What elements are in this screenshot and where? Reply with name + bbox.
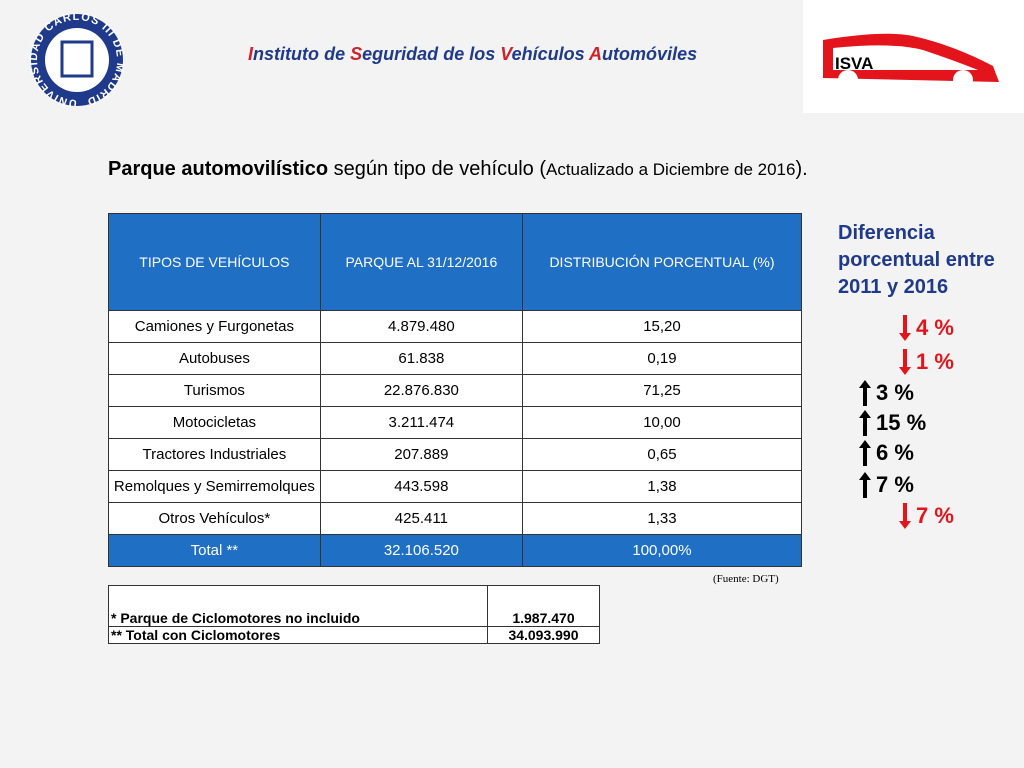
logo-text: ISVA — [835, 54, 873, 73]
cell: 425.411 — [319, 502, 523, 535]
footnote-row: * Parque de Ciclomotores no incluido 1.98… — [108, 585, 601, 627]
footnote-row: ** Total con Ciclomotores 34.093.990 — [108, 626, 601, 644]
cell: 1,33 — [521, 502, 803, 535]
subtitle-part: Actualizado a Diciembre de 2016 — [545, 160, 796, 179]
table-row: Turismos 22.876.830 71,25 — [108, 374, 803, 407]
difference-item: 1 % — [898, 348, 954, 376]
header-row: TIPOS DE VEHÍCULOS PARQUE AL 31/12/2016 DI… — [108, 213, 803, 311]
vehicle-table: TIPOS DE VEHÍCULOS PARQUE AL 31/12/2016 DI… — [108, 213, 803, 567]
subtitle: Parque automovilístico según tipo de veh… — [108, 158, 808, 181]
difference-label: 4 % — [916, 315, 954, 340]
table-row: Autobuses 61.838 0,19 — [108, 342, 803, 375]
cell: 1.987.470 — [486, 585, 601, 627]
cell: 0,65 — [521, 438, 803, 471]
up-arrow — [859, 410, 871, 436]
difference-label: 7 % — [876, 472, 914, 497]
cell: ** Total con Ciclomotores — [108, 626, 488, 644]
cell: 207.889 — [319, 438, 523, 471]
table-row: Motocicletas 3.211.474 10,00 — [108, 406, 803, 439]
cell: 0,19 — [521, 342, 803, 375]
university-seal: UNIVERSIDAD CARLOS III DE MADRID — [28, 12, 125, 108]
header-cell: PARQUE AL 31/12/2016 — [319, 213, 523, 311]
cell: 61.838 — [319, 342, 523, 375]
difference-item: 6 % — [858, 439, 914, 467]
subtitle-part: según tipo de vehículo ( — [328, 158, 546, 180]
down-arrow — [899, 349, 911, 375]
cell: 71,25 — [521, 374, 803, 407]
difference-label: 1 % — [916, 349, 954, 374]
cell: 3.211.474 — [319, 406, 523, 439]
difference-item: 7 % — [858, 471, 914, 499]
cell: * Parque de Ciclomotores no incluido — [108, 585, 488, 627]
table-row: Otros Vehículos* 425.411 1,33 — [108, 502, 803, 535]
total-cell: Total ** — [108, 534, 321, 567]
difference-label: 6 % — [876, 440, 914, 465]
down-arrow — [899, 315, 911, 341]
down-arrow — [899, 503, 911, 529]
difference-item: 3 % — [858, 379, 914, 407]
cell: 10,00 — [521, 406, 803, 439]
cell: Autobuses — [108, 342, 321, 375]
subtitle-part: Parque automovilístico — [108, 158, 329, 180]
cell: 34.093.990 — [486, 626, 601, 644]
difference-label: 7 % — [916, 503, 954, 528]
up-arrow — [859, 472, 871, 498]
header-title: Instituto de Seguridad de los Vehículos … — [248, 44, 698, 64]
up-arrow — [859, 380, 871, 406]
cell: 15,20 — [521, 310, 803, 343]
header-cell: DISTRIBUCIÓN PORCENTUAL (%) — [521, 213, 803, 311]
difference-title: Diferencia porcentual entre 2011 y 2016 — [838, 222, 995, 298]
difference-item: 7 % — [898, 502, 954, 530]
up-arrow — [859, 440, 871, 466]
total-cell: 32.106.520 — [319, 534, 523, 567]
cell: Tractores Industriales — [108, 438, 321, 471]
cell: Otros Vehículos* — [108, 502, 321, 535]
cell: Motocicletas — [108, 406, 321, 439]
difference-item: 15 % — [858, 409, 926, 437]
source: (Fuente: DGT) — [713, 573, 779, 585]
isva-logo: ISVA — [803, 0, 1024, 113]
header-cell: TIPOS DE VEHÍCULOS — [108, 213, 321, 311]
table-row: Tractores Industriales 207.889 0,65 — [108, 438, 803, 471]
total-row: Total ** 32.106.520 100,00% — [108, 534, 803, 567]
cell: Camiones y Furgonetas — [108, 310, 321, 343]
difference-item: 4 % — [898, 314, 954, 342]
table-row: Remolques y Semirremolques 443.598 1,38 — [108, 470, 803, 503]
cell: 1,38 — [521, 470, 803, 503]
table-row: Camiones y Furgonetas 4.879.480 15,20 — [108, 310, 803, 343]
cell: 4.879.480 — [319, 310, 523, 343]
cell: 22.876.830 — [319, 374, 523, 407]
cell: 443.598 — [319, 470, 523, 503]
cell: Turismos — [108, 374, 321, 407]
cell: Remolques y Semirremolques — [108, 470, 321, 503]
total-cell: 100,00% — [521, 534, 803, 567]
difference-label: 3 % — [876, 380, 914, 405]
difference-label: 15 % — [876, 410, 927, 435]
footnote-table: * Parque de Ciclomotores no incluido 1.98… — [108, 585, 601, 644]
subtitle-part: ). — [795, 158, 808, 180]
